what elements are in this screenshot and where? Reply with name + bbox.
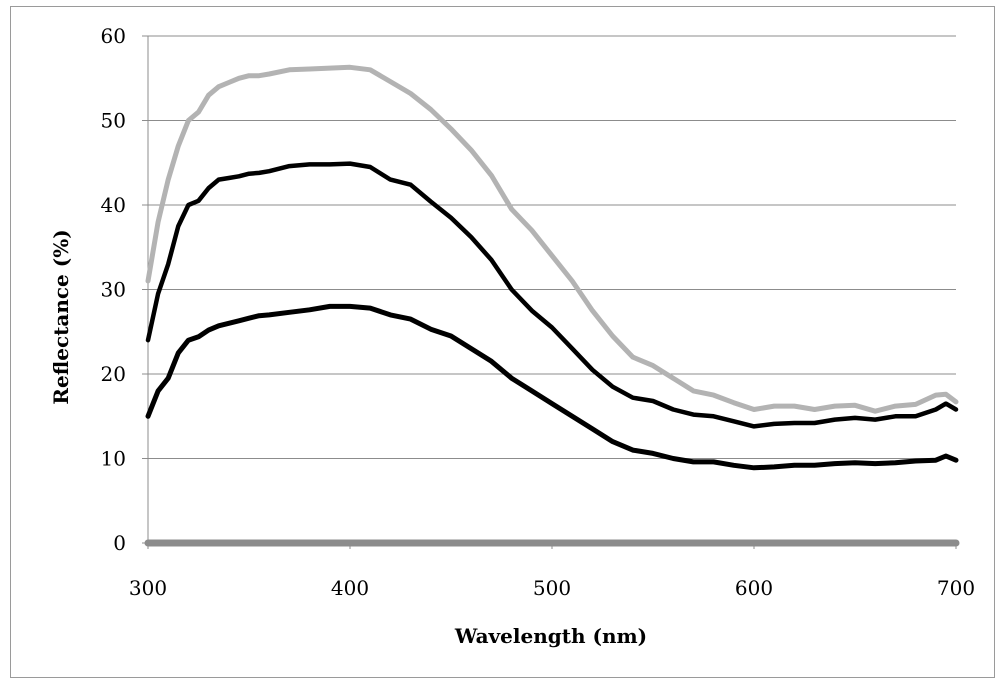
- gridlines: [142, 35, 957, 549]
- y-tick-label-30: 30: [101, 278, 126, 302]
- y-tick-label-20: 20: [101, 362, 126, 386]
- x-tick-label-700: 700: [937, 576, 975, 600]
- series-line-2: [145, 161, 959, 429]
- series-line-3: [145, 303, 959, 471]
- y-tick-label-0: 0: [113, 531, 126, 555]
- y-tick-label-40: 40: [101, 193, 126, 217]
- data-series: [144, 64, 960, 547]
- y-tick-label-10: 10: [101, 447, 126, 471]
- x-tick-label-400: 400: [331, 576, 369, 600]
- y-tick-label-50: 50: [101, 109, 126, 133]
- x-axis-title: Wavelength (nm): [454, 624, 647, 648]
- series-line-1: [145, 64, 959, 414]
- chart-frame: [10, 6, 995, 678]
- x-tick-label-600: 600: [735, 576, 773, 600]
- y-axis-tick-labels: 0 10 20 30 40 50 60: [101, 24, 126, 555]
- y-tick-label-60: 60: [101, 24, 126, 48]
- y-axis-title: Reflectance (%): [49, 229, 73, 404]
- x-tick-label-500: 500: [533, 576, 571, 600]
- x-tick-label-300: 300: [129, 576, 167, 600]
- x-axis-tick-labels: 300 400 500 600 700: [129, 576, 975, 600]
